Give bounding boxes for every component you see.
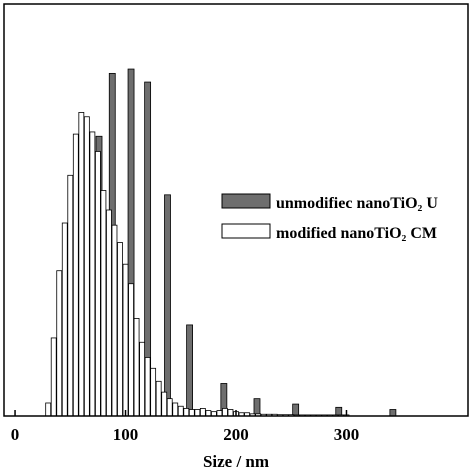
x-tick-label-1: 100 [113, 425, 139, 444]
unmodified-bar-11 [292, 403, 300, 417]
modified-bar-14 [122, 263, 129, 417]
modified-bar-25 [183, 408, 190, 417]
modified-bar-32 [222, 408, 228, 417]
legend-swatch-modified [221, 223, 271, 239]
modified-bar-21 [161, 391, 168, 417]
modified-bar-2 [56, 270, 63, 417]
legend-swatch-unmodified [221, 193, 271, 209]
modified-bar-22 [166, 398, 173, 417]
modified-bar-3 [61, 222, 68, 417]
modified-bar-19 [150, 367, 157, 417]
modified-bar-10 [100, 190, 107, 417]
legend: unmodifiec nanoTiO₂ U modified nanoTiO₂ … [221, 193, 438, 242]
modified-bar-7 [83, 116, 90, 417]
unmodified-bar-7 [164, 194, 171, 417]
modified-bar-6 [78, 112, 85, 417]
modified-bar-9 [95, 151, 101, 417]
x-tick-label-2: 200 [223, 425, 249, 444]
modified-bar-5 [72, 133, 79, 417]
modified-series-bars [45, 112, 350, 417]
modified-bar-23 [172, 402, 179, 417]
modified-bar-12 [111, 224, 118, 417]
x-tick-label-0: 0 [11, 425, 20, 444]
x-axis-ticks: 0 100 200 300 [11, 410, 359, 444]
legend-label-unmodified: unmodifiec nanoTiO₂ U [276, 195, 438, 212]
modified-bar-20 [155, 380, 162, 417]
modified-bar-27 [194, 409, 201, 417]
modified-bar-17 [139, 341, 145, 417]
modified-bar-11 [106, 209, 112, 417]
modified-bar-29 [205, 410, 212, 417]
modified-bar-28 [199, 408, 206, 417]
modified-bar-24 [177, 405, 184, 417]
x-axis-title: Size / nm [203, 452, 269, 471]
unmodified-bar-10 [253, 398, 261, 417]
legend-label-modified: modified nanoTiO₂ CM [276, 225, 437, 242]
modified-bar-15 [128, 283, 134, 417]
modified-bar-4 [67, 174, 74, 417]
modified-bar-0 [45, 402, 52, 417]
unmodified-bar-8 [186, 324, 194, 417]
modified-bar-26 [188, 409, 195, 417]
modified-bar-8 [89, 131, 96, 417]
unmodified-bar-13 [389, 409, 397, 417]
modified-bar-31 [216, 410, 223, 417]
modified-bar-18 [144, 357, 151, 417]
modified-bar-16 [133, 318, 140, 417]
modified-bar-13 [117, 242, 123, 417]
x-tick-label-3: 300 [334, 425, 360, 444]
modified-bar-33 [227, 409, 234, 417]
modified-bar-1 [50, 337, 57, 417]
